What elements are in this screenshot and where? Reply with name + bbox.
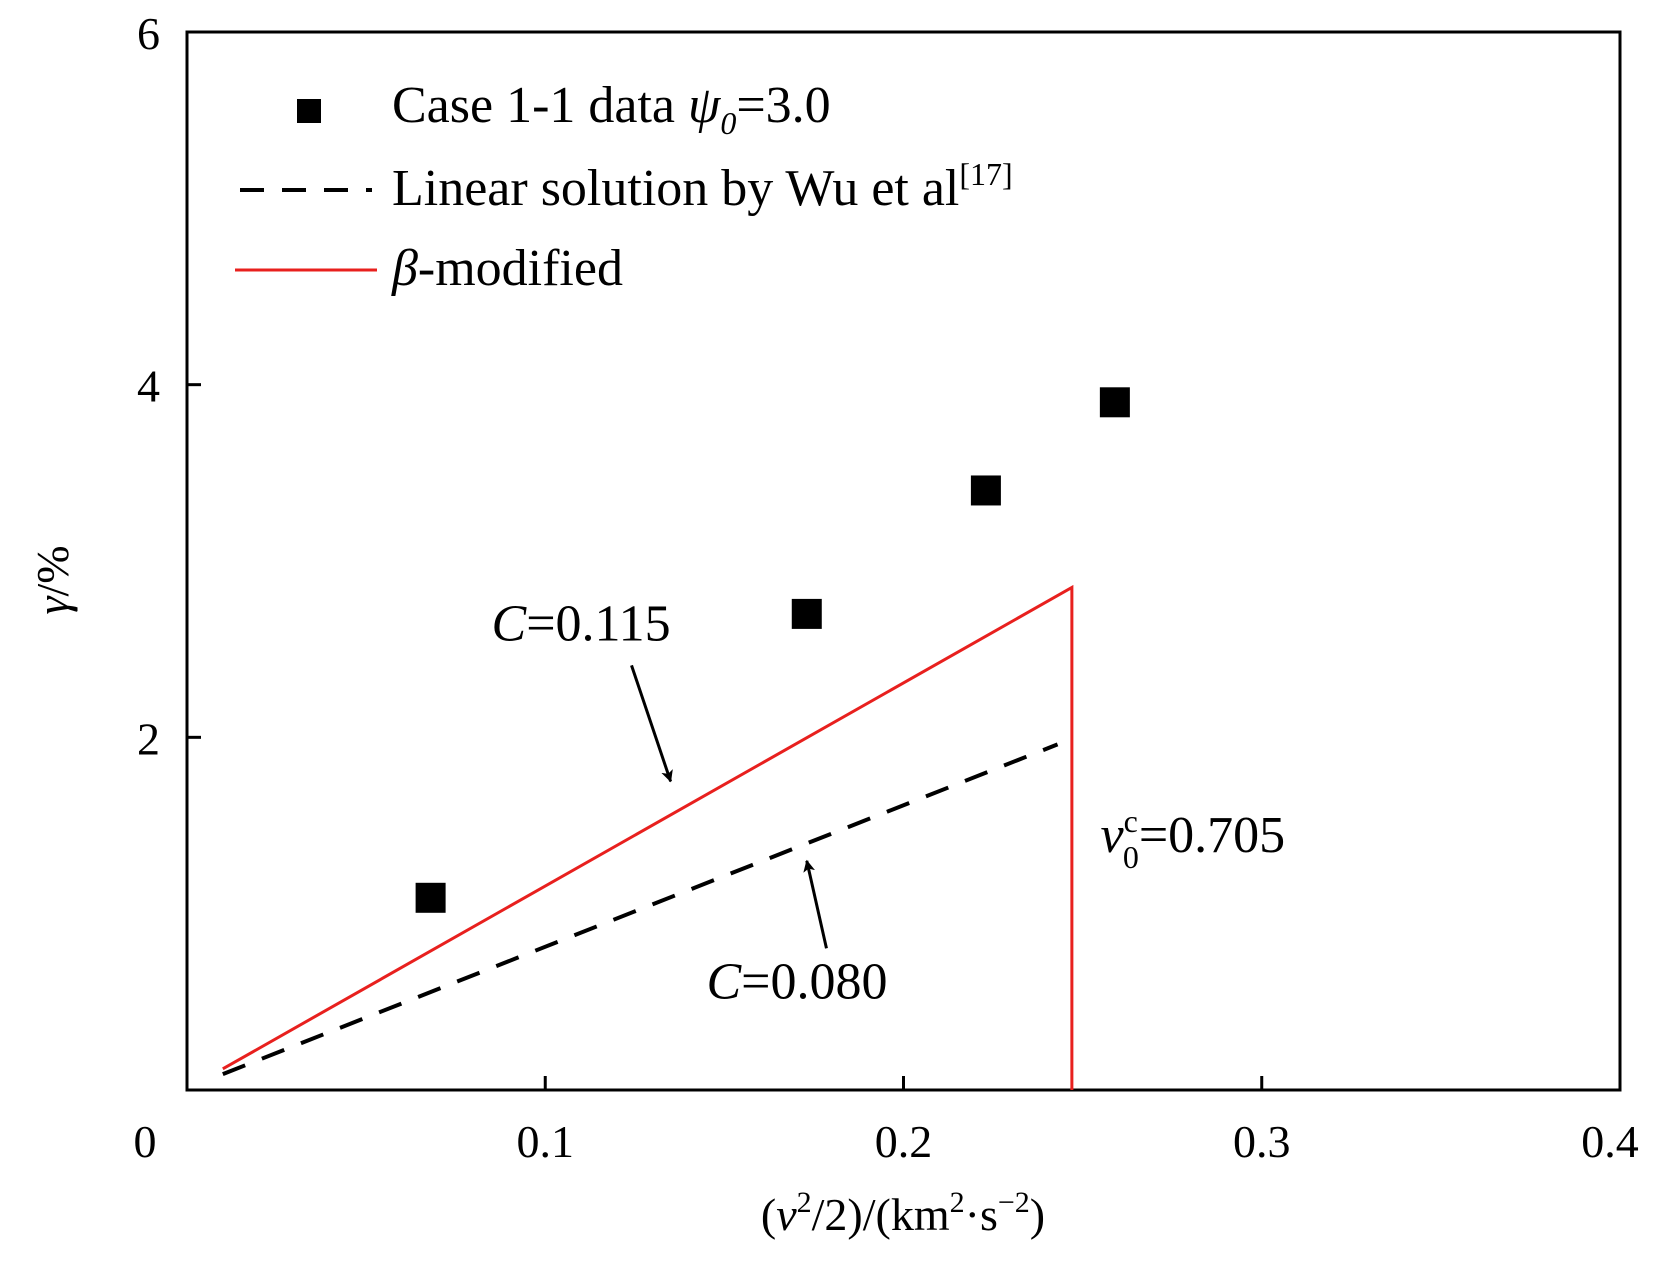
plot-marks <box>222 387 1130 1090</box>
series-line-linear-solution <box>222 742 1059 1076</box>
y-tick-label: 2 <box>137 713 160 764</box>
x-tick-label: 0.3 <box>1233 1116 1291 1167</box>
annotation-arrow-c115 <box>630 664 673 783</box>
annotation-c115: C=0.115 <box>492 595 671 652</box>
legend-label-case-1-1: Case 1-1 data ψ0=3.0 <box>392 77 831 141</box>
y-tick-label: 4 <box>137 361 160 412</box>
data-point <box>1099 387 1130 418</box>
legend-label-beta-modified: β-modified <box>391 240 623 297</box>
annotation-c080: C=0.080 <box>706 953 887 1010</box>
data-point <box>970 475 1001 506</box>
x-tick-label: 0.4 <box>1581 1116 1639 1167</box>
annotation-v0c: vc 0=0.705 <box>1101 803 1286 875</box>
legend-label-linear-solution: Linear solution by Wu et al[17] <box>392 156 1013 217</box>
x-tick-label: 0.2 <box>875 1116 933 1167</box>
data-point <box>791 598 822 629</box>
x-tick-label: 0 <box>134 1116 157 1167</box>
x-tick-label: 0.1 <box>517 1116 575 1167</box>
chart-annotations: C=0.115 C=0.080 vc 0=0.705 <box>492 595 1286 1010</box>
legend: Case 1-1 data ψ0=3.0 Linear solution by … <box>235 77 1013 297</box>
x-axis-ticks: 0 0.1 0.2 0.3 0.4 <box>134 1076 1639 1167</box>
series-line-beta-modified <box>222 584 1074 1090</box>
annotation-arrow-c080 <box>803 859 828 949</box>
y-tick-label: 6 <box>137 8 160 59</box>
y-axis-title: γ/% <box>27 545 78 614</box>
data-point <box>415 882 446 913</box>
y-axis-ticks: 2 4 6 <box>137 8 201 764</box>
x-axis-title: (v2/2)/(km2·s−2) <box>761 1186 1045 1240</box>
legend-marker-case-1-1 <box>297 99 321 123</box>
